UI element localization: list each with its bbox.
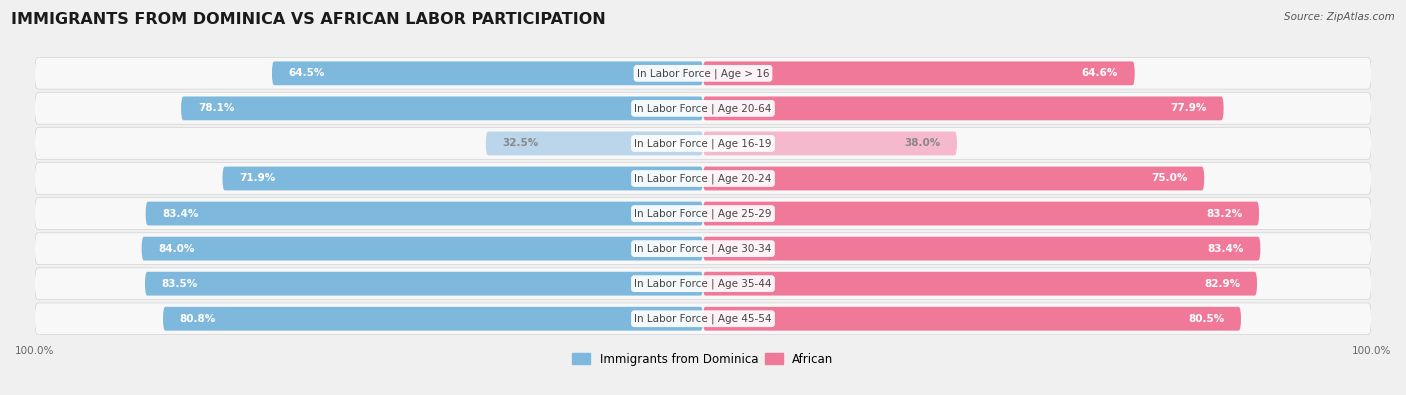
FancyBboxPatch shape — [703, 272, 1257, 295]
Text: Source: ZipAtlas.com: Source: ZipAtlas.com — [1284, 12, 1395, 22]
FancyBboxPatch shape — [703, 132, 957, 155]
FancyBboxPatch shape — [35, 58, 1371, 89]
FancyBboxPatch shape — [703, 96, 1223, 120]
Text: 75.0%: 75.0% — [1152, 173, 1188, 184]
Text: 82.9%: 82.9% — [1204, 278, 1240, 289]
Text: 77.9%: 77.9% — [1171, 103, 1206, 113]
Legend: Immigrants from Dominica, African: Immigrants from Dominica, African — [568, 348, 838, 371]
FancyBboxPatch shape — [146, 201, 703, 226]
FancyBboxPatch shape — [181, 96, 703, 120]
FancyBboxPatch shape — [35, 233, 1371, 264]
FancyBboxPatch shape — [703, 167, 1204, 190]
Text: 78.1%: 78.1% — [198, 103, 235, 113]
FancyBboxPatch shape — [35, 303, 1371, 335]
FancyBboxPatch shape — [222, 167, 703, 190]
Text: IMMIGRANTS FROM DOMINICA VS AFRICAN LABOR PARTICIPATION: IMMIGRANTS FROM DOMINICA VS AFRICAN LABO… — [11, 12, 606, 27]
FancyBboxPatch shape — [35, 92, 1371, 124]
Text: 64.5%: 64.5% — [288, 68, 325, 78]
Text: 64.6%: 64.6% — [1081, 68, 1118, 78]
FancyBboxPatch shape — [35, 128, 1371, 159]
Text: 38.0%: 38.0% — [904, 138, 941, 149]
Text: 80.8%: 80.8% — [180, 314, 217, 324]
Text: In Labor Force | Age 35-44: In Labor Force | Age 35-44 — [634, 278, 772, 289]
Text: In Labor Force | Age 25-29: In Labor Force | Age 25-29 — [634, 208, 772, 219]
Text: 83.5%: 83.5% — [162, 278, 198, 289]
Text: In Labor Force | Age 45-54: In Labor Force | Age 45-54 — [634, 314, 772, 324]
Text: 83.4%: 83.4% — [1208, 244, 1244, 254]
FancyBboxPatch shape — [142, 237, 703, 261]
Text: In Labor Force | Age 20-64: In Labor Force | Age 20-64 — [634, 103, 772, 114]
Text: In Labor Force | Age 30-34: In Labor Force | Age 30-34 — [634, 243, 772, 254]
Text: 83.4%: 83.4% — [162, 209, 198, 218]
FancyBboxPatch shape — [703, 237, 1260, 261]
Text: 83.2%: 83.2% — [1206, 209, 1243, 218]
FancyBboxPatch shape — [35, 163, 1371, 194]
FancyBboxPatch shape — [145, 272, 703, 295]
FancyBboxPatch shape — [163, 307, 703, 331]
Text: 80.5%: 80.5% — [1188, 314, 1225, 324]
FancyBboxPatch shape — [35, 198, 1371, 229]
Text: 84.0%: 84.0% — [159, 244, 194, 254]
FancyBboxPatch shape — [703, 201, 1258, 226]
Text: In Labor Force | Age > 16: In Labor Force | Age > 16 — [637, 68, 769, 79]
FancyBboxPatch shape — [271, 61, 703, 85]
Text: In Labor Force | Age 20-24: In Labor Force | Age 20-24 — [634, 173, 772, 184]
FancyBboxPatch shape — [703, 61, 1135, 85]
Text: In Labor Force | Age 16-19: In Labor Force | Age 16-19 — [634, 138, 772, 149]
FancyBboxPatch shape — [35, 268, 1371, 299]
FancyBboxPatch shape — [703, 307, 1241, 331]
FancyBboxPatch shape — [486, 132, 703, 155]
Text: 32.5%: 32.5% — [502, 138, 538, 149]
Text: 71.9%: 71.9% — [239, 173, 276, 184]
